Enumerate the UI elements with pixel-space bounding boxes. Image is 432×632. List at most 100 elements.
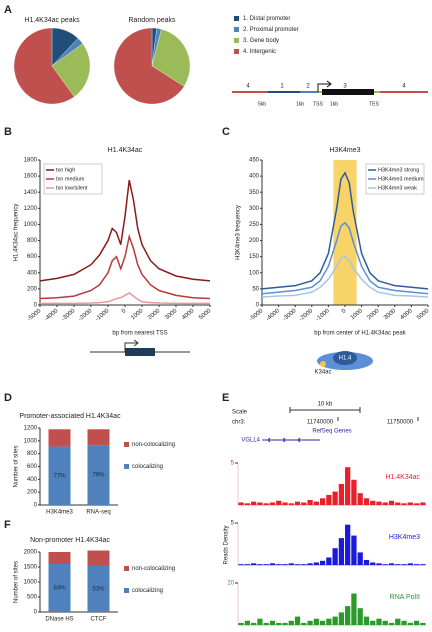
y-tick-label: 800 [27,238,38,244]
signal-bar [413,620,420,625]
signal-bar [269,502,276,505]
bar-segment [87,565,110,612]
y-tick-label: 1000 [24,580,38,586]
signal-bar [238,564,244,565]
percent-label: 53% [92,586,105,592]
series-line [39,179,211,282]
x-tick-label: 0 [121,308,128,315]
signal-bar [326,494,332,505]
legend-label: txn high [56,167,75,173]
signal-bar [276,622,282,625]
chrom-label: chr3: [232,420,246,426]
legend-swatch [234,27,239,32]
signal-bar [388,563,395,565]
y-tick-label: 250 [249,222,260,228]
gene-label: VGLL4 [241,438,260,444]
signal-bar [319,498,326,505]
x-tick-label: RNA-seq [86,510,110,516]
nucleosome-label: K34ac [314,370,331,376]
signal-bar [351,535,357,565]
signal-bar [276,500,282,505]
signal-bar [382,564,388,565]
percent-label: 77% [53,473,66,479]
signal-bar [407,502,413,505]
shaded-range [333,160,357,305]
y-tick-label: 0 [34,503,38,509]
y-tick-label: 200 [249,238,260,244]
signal-bar [370,620,376,625]
gene-box [125,348,155,356]
y-tick-label: 200 [27,490,38,496]
signal-bar [263,622,269,625]
legend-label: txn low/silent [56,185,88,191]
signal-bar [357,493,363,505]
x-tick-label: -5000 [249,308,265,323]
legend-label: colocalizing [132,464,163,470]
signal-bar [401,564,407,565]
signal-bar [338,538,345,565]
signal-bar [420,622,426,625]
bar-segment [48,446,71,505]
legend-label: 4. Intergenic [243,49,276,55]
panel-label: C [222,126,230,138]
y-tick-label: 1000 [24,222,38,228]
y-tick-label: 100 [249,270,260,276]
x-axis-label: bp from center of H1.4K34ac peak [314,331,406,337]
legend-swatch [124,464,129,469]
y-tick-label: 450 [249,158,260,164]
x-tick-label: 5000 [198,308,213,322]
series-line [261,255,429,298]
y-axis-label: H3K4me3 frequency [236,205,242,260]
track-label: H1.4K34ac [385,474,420,481]
signal-bar [413,564,420,565]
signal-bar [307,499,313,505]
signal-bar [345,606,351,625]
track-label: RNA PolII [390,594,420,601]
y-tick-label: 2000 [24,550,38,556]
y-tick-label: 5 [231,521,235,527]
y-axis-label: Number of sites [14,561,20,603]
series-line [261,221,429,295]
y-tick-label: 200 [27,286,38,292]
signal-bar [251,563,257,565]
x-tick-label: -5000 [27,308,43,323]
legend-label: 1. Distal promoter [243,16,290,22]
signal-bar [244,564,251,565]
percent-label: 79% [92,473,105,479]
x-tick-label: 2000 [366,308,381,322]
signal-bar [407,622,413,625]
pie-title: H1.4K34ac peaks [24,17,80,24]
x-tick-label: 1000 [350,308,365,322]
percent-label: 84% [53,586,66,592]
y-tick-label: 1200 [24,206,38,212]
schematic-position: 1kb [296,101,304,107]
legend-label: 3. Gene body [243,38,279,44]
coord-label: 11740000 [307,420,334,426]
x-tick-label: 4000 [181,308,196,322]
y-tick-label: 400 [249,174,260,180]
signal-bar [363,616,370,625]
signal-bar [319,620,326,625]
x-tick-label: -3000 [61,308,77,323]
y-tick-label: 600 [27,254,38,260]
signal-bar [401,620,407,625]
chart-title: H1.4K34ac [108,147,143,154]
signal-bar [282,502,288,505]
schematic-position: 5kb [258,101,266,107]
pie-slice [51,43,91,97]
signal-bar [313,501,319,505]
y-tick-label: 1500 [24,565,38,571]
x-tick-label: -2000 [298,308,314,323]
signal-bar [338,484,345,505]
x-tick-label: 3000 [383,308,398,322]
gene-model [262,437,320,443]
coord-label: 11750000 [387,420,414,426]
legend-swatch [234,49,239,54]
scale-label: Scale [232,410,248,416]
x-tick-label: 1000 [130,308,145,322]
signal-bar [326,618,332,625]
chart-title: Promoter-associated H1.4K34ac [19,413,121,420]
signal-bar [332,491,338,505]
schematic-region: 3 [343,84,347,90]
